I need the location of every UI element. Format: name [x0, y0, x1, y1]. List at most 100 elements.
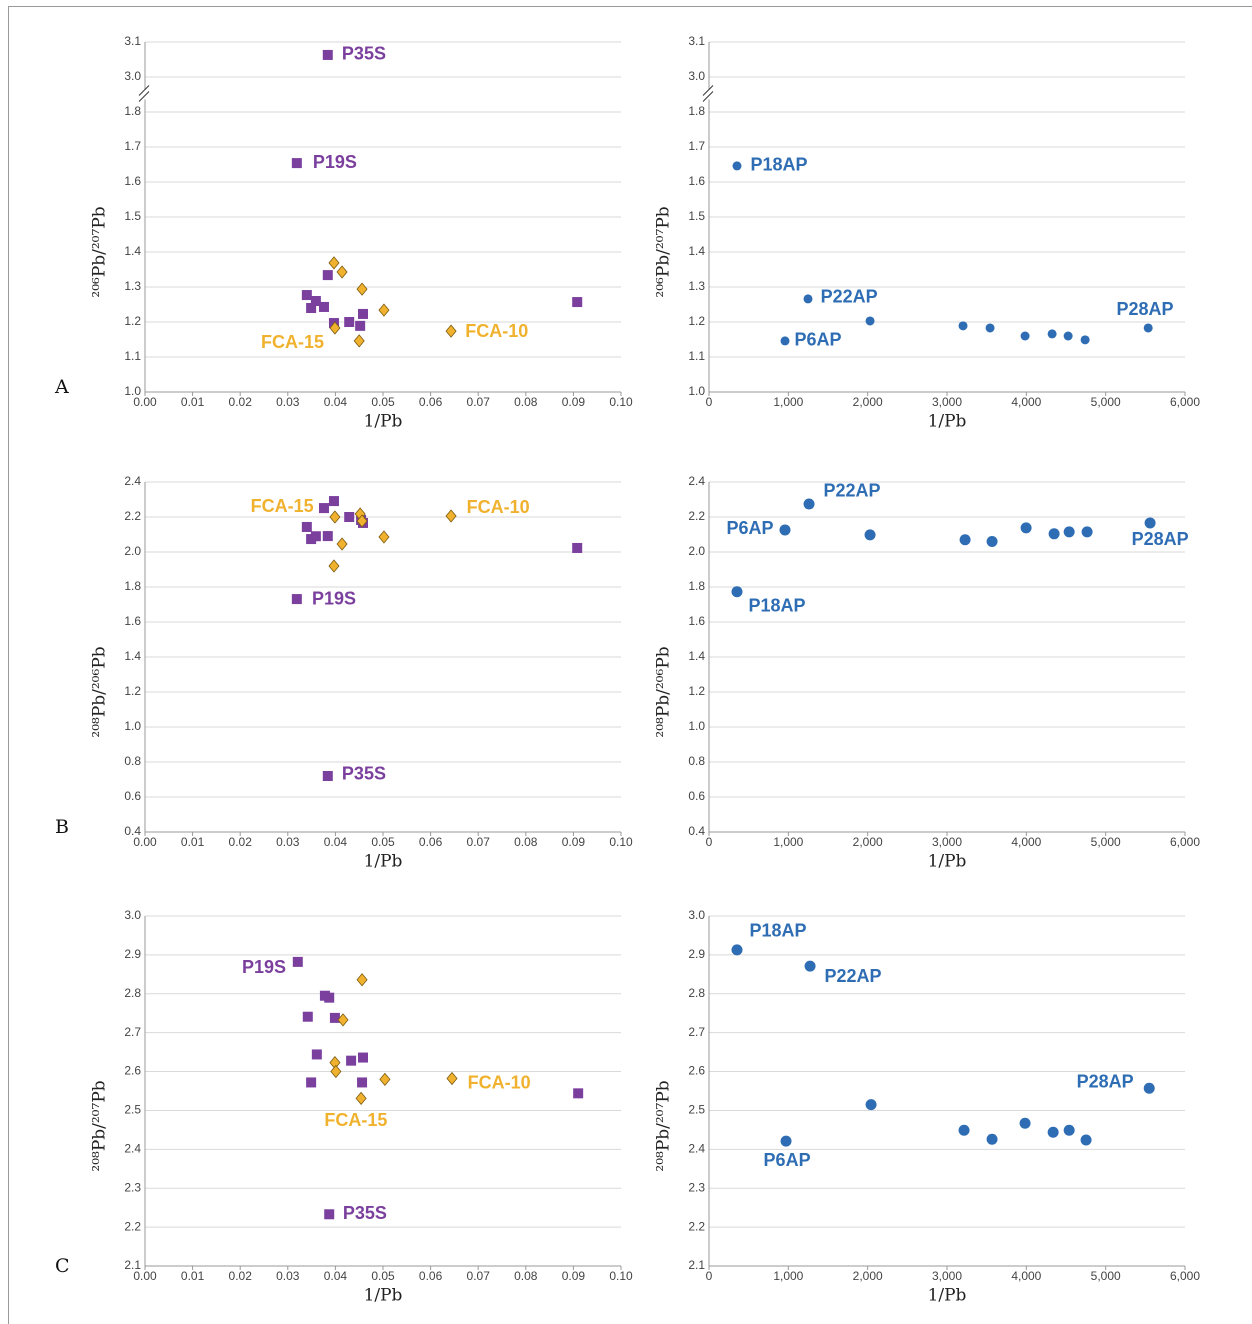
point: [1063, 1124, 1075, 1136]
point: [356, 282, 368, 296]
point: [310, 531, 321, 542]
x-tick-label: 1,000: [773, 835, 803, 849]
x-tick-label: 0.03: [276, 395, 300, 409]
point: [355, 320, 366, 331]
point: [378, 303, 390, 317]
point: [329, 510, 341, 524]
point: [329, 1012, 340, 1023]
y-tick-label: 1.3: [688, 279, 705, 293]
point: [301, 521, 312, 532]
y-tick-label: 3.0: [688, 908, 705, 922]
x-tick-label: 0.09: [562, 1269, 586, 1283]
point: [322, 270, 333, 281]
x-tick-label: 0.05: [371, 835, 395, 849]
x-tick-label: 0.08: [514, 835, 538, 849]
x-tick-label: 0.09: [562, 835, 586, 849]
point: [329, 321, 341, 335]
x-axis-title: 1/Pb: [364, 1286, 403, 1306]
y-tick-label: 1.0: [124, 719, 141, 733]
annotation: P19S: [313, 152, 357, 172]
x-tick-label: 5,000: [1091, 395, 1121, 409]
x-tick-label: 1,000: [773, 1269, 803, 1283]
y-axis-title: ²⁰⁸Pb/²⁰⁶Pb: [654, 646, 674, 737]
point: [291, 158, 302, 169]
x-tick-label: 1,000: [773, 395, 803, 409]
x-tick-label: 2,000: [853, 835, 883, 849]
x-tick-label: 2,000: [853, 1269, 883, 1283]
point: [302, 1011, 313, 1022]
point: [291, 594, 302, 605]
x-tick-label: 4,000: [1011, 395, 1041, 409]
x-axis-title: 1/Pb: [928, 412, 967, 432]
y-tick-label: 2.1: [688, 1258, 705, 1272]
point: [378, 530, 390, 544]
point: [804, 960, 816, 972]
point: [803, 498, 815, 510]
y-tick-label: 2.2: [688, 1219, 705, 1233]
point: [310, 296, 321, 306]
point: [356, 973, 368, 987]
x-tick-label: 0.10: [609, 395, 633, 409]
y-tick-label: 2.6: [124, 1064, 141, 1078]
y-tick-label: 3.0: [124, 908, 141, 922]
y-tick-label: 1.6: [688, 614, 705, 628]
y-tick-label: 2.4: [688, 474, 705, 488]
x-tick-label: 0: [706, 835, 713, 849]
x-axis-title: 1/Pb: [364, 412, 403, 432]
point: [344, 317, 355, 327]
y-tick-label: 2.6: [688, 1064, 705, 1078]
point: [1063, 526, 1075, 538]
annotation: P28AP: [1132, 529, 1189, 549]
y-tick-label: 1.8: [688, 579, 705, 593]
y-tick-label: 0.8: [124, 754, 141, 768]
x-tick-label: 0.07: [467, 1269, 491, 1283]
y-tick-label: 2.3: [124, 1180, 141, 1194]
y-tick-label: 1.6: [688, 174, 705, 188]
x-tick-label: 0.07: [467, 835, 491, 849]
y-tick-label: 2.8: [688, 986, 705, 1000]
y-tick-label: 1.2: [688, 684, 705, 698]
x-tick-label: 3,000: [932, 835, 962, 849]
x-tick-label: 0.09: [562, 395, 586, 409]
axis-break-gap: [703, 89, 715, 100]
point: [358, 308, 369, 319]
x-tick-label: 0.00: [133, 395, 157, 409]
point: [1080, 335, 1090, 345]
y-tick-label: 1.0: [688, 719, 705, 733]
axis-break: [702, 91, 714, 102]
y-tick-label: 1.3: [124, 279, 141, 293]
x-tick-label: 0.05: [371, 395, 395, 409]
y-tick-label: 3.1: [124, 34, 141, 48]
annotation: P6AP: [726, 518, 773, 538]
y-tick-label: 1.4: [688, 649, 705, 663]
y-tick-label: 1.7: [124, 139, 141, 153]
y-tick-label: 2.4: [124, 1142, 141, 1156]
point: [322, 531, 333, 542]
point: [1081, 526, 1093, 538]
point: [1047, 1126, 1059, 1138]
x-tick-label: 3,000: [932, 395, 962, 409]
y-tick-label: 1.1: [124, 349, 141, 363]
axis-break: [138, 85, 150, 96]
y-tick-label: 0.6: [124, 789, 141, 803]
point: [731, 586, 743, 598]
annotation: P18AP: [749, 596, 806, 616]
point: [336, 265, 348, 279]
y-tick-label: 2.7: [688, 1025, 705, 1039]
y-axis-title: ²⁰⁸Pb/²⁰⁷Pb: [654, 1080, 674, 1171]
point: [865, 316, 875, 326]
frame: [8, 6, 1252, 1324]
point: [1020, 522, 1032, 534]
annotation: FCA-15: [324, 1110, 387, 1130]
point: [985, 323, 995, 333]
x-tick-label: 0.05: [371, 1269, 395, 1283]
y-tick-label: 0.4: [688, 824, 705, 838]
x-tick-label: 3,000: [932, 1269, 962, 1283]
x-tick-label: 0.02: [229, 1269, 253, 1283]
point: [328, 496, 339, 507]
y-tick-label: 2.5: [688, 1103, 705, 1117]
point: [318, 301, 329, 312]
y-tick-label: 1.2: [688, 314, 705, 328]
annotation: P18AP: [751, 155, 808, 175]
